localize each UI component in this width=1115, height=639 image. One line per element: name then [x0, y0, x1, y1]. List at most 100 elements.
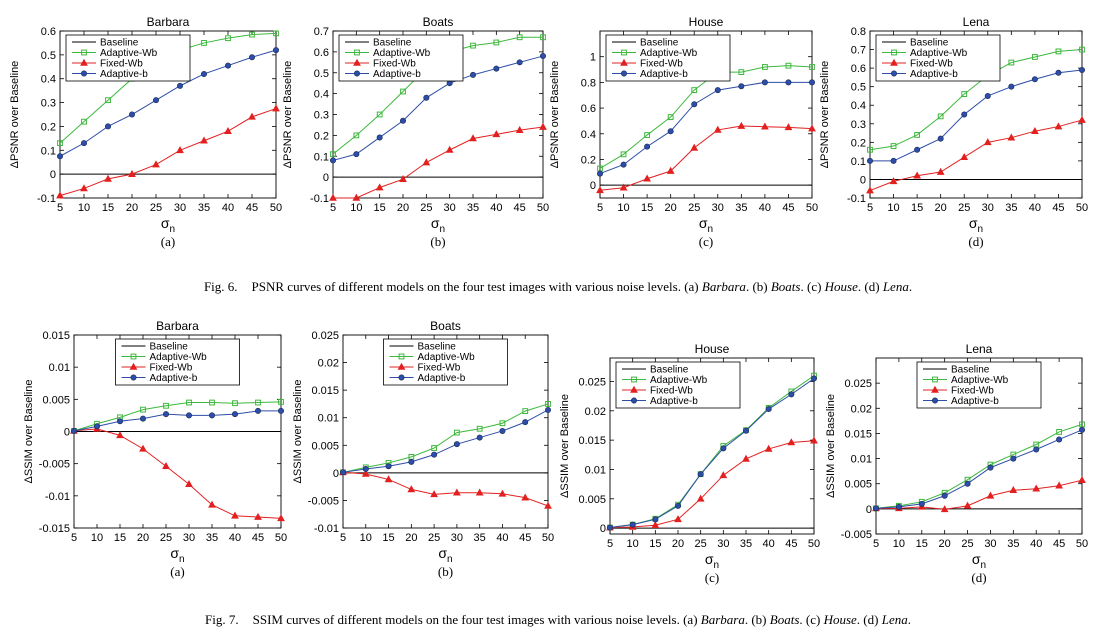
- chart-3-series-adaptive-wb-point: [691, 87, 698, 93]
- chart-2-series-adaptive-wb-point: [353, 132, 360, 139]
- chart-1-series-adaptive-wb-point: [273, 30, 279, 37]
- chart-1-series-adaptive-wb-point: [201, 40, 207, 46]
- chart-4-series-adaptive-b-point: [1079, 66, 1086, 73]
- chart-7-xtick-label: 30: [717, 538, 729, 550]
- chart-1-series-adaptive-wb-point: [105, 97, 111, 104]
- chart-4-ytick-label: 0.7: [851, 45, 866, 57]
- chart-1-series-adaptive-wb-point: [225, 35, 231, 42]
- chart-4-subcaption: (d): [968, 234, 983, 249]
- chart-2-series-adaptive-wb-point: [376, 111, 383, 118]
- chart-6-series-adaptive-b-point: [453, 441, 460, 448]
- chart-2-series-fixed-wb-point: [399, 174, 407, 183]
- chart-4-xtick-label: 20: [935, 202, 947, 214]
- chart-4-series-adaptive-b-point: [890, 157, 897, 164]
- chart-1-legend-baseline-label: Baseline: [100, 38, 139, 49]
- chart-3-ytick-label: 0.4: [581, 129, 596, 141]
- chart-1-series-fixed-wb-point: [56, 191, 64, 199]
- chart-1-legend-adaptive-wb-label: Adaptive-Wb: [100, 48, 158, 59]
- chart-8-series-adaptive-wb-point: [1079, 421, 1085, 428]
- chart-4-ytick-label: 0.4: [851, 100, 866, 112]
- chart-5-ytick-label: 0: [64, 427, 70, 439]
- chart-3-series-adaptive-wb-point: [738, 69, 745, 76]
- chart-2-ytick-label: 0.4: [314, 89, 329, 101]
- chart-2-series-adaptive-wb-point: [470, 42, 476, 49]
- chart-6-series-fixed-wb-point: [498, 489, 507, 497]
- chart-8-series-adaptive-b-point: [1010, 455, 1017, 462]
- chart-6-xtick-label: 10: [360, 532, 372, 544]
- chart-8-series-fixed-wb-point: [940, 505, 949, 513]
- chart-5-xtick-label: 10: [91, 532, 103, 544]
- chart-5: Barbara 5 10 15 20 25 30 35 40 45 50 -0.015 -0.01 -0.…: [23, 319, 287, 579]
- chart-3-series-adaptive-wb-point: [785, 62, 792, 69]
- chart-4-series-adaptive-b-point: [961, 111, 968, 118]
- chart-7-series-adaptive-b-point: [765, 406, 772, 413]
- chart-7-series-adaptive-b-point: [788, 391, 795, 398]
- chart-5-series-adaptive-wb-point: [278, 399, 284, 405]
- chart-3-legend-adaptive-b-label: Adaptive-b: [640, 69, 688, 80]
- chart-6-series-adaptive-b-point: [408, 458, 415, 465]
- chart-2-xtick-label: 25: [420, 202, 432, 214]
- chart-2-subcaption: (b): [430, 234, 445, 249]
- chart-8-title: Lena: [966, 342, 993, 356]
- chart-4-series-fixed-wb-point: [889, 177, 898, 185]
- chart-2-xtick-label: 40: [490, 202, 502, 214]
- chart-5-series-adaptive-wb-point: [209, 399, 215, 406]
- chart-1-ytick-label: 0.6: [41, 26, 56, 38]
- chart-2-series-adaptive-b-point: [353, 151, 360, 158]
- chart-5-ytick-label: -0.015: [39, 523, 70, 535]
- chart-2-series-adaptive-b-point: [493, 65, 500, 72]
- chart-7-xtick-label: 35: [740, 538, 752, 550]
- chart-5-xtick-label: 35: [206, 532, 218, 544]
- chart-1-series-fixed-wb-point: [248, 112, 256, 120]
- chart-4-series-fixed-wb-point: [1031, 126, 1039, 135]
- chart-2-xtick-label: 30: [444, 202, 456, 214]
- chart-1-xtick-label: 10: [78, 202, 90, 214]
- chart-8-xtick-label: 40: [1030, 538, 1042, 550]
- chart-1-legend-adaptive-b-label: Adaptive-b: [100, 69, 148, 80]
- chart-5-series-adaptive-wb-point: [163, 402, 169, 409]
- chart-6-series-fixed-wb-point: [544, 501, 552, 509]
- chart-2-xtick-label: 10: [350, 202, 362, 214]
- chart-6-xtick-label: 25: [428, 532, 440, 544]
- chart-2-series-fixed-wb-point: [539, 122, 547, 130]
- chart-7-series-adaptive-b-point: [720, 445, 727, 452]
- chart-3-series-adaptive-b-point: [714, 87, 721, 94]
- chart-4-xtick-label: 50: [1076, 202, 1088, 214]
- fig7-caption: Fig. 7. SSIM curves of different models o…: [205, 612, 911, 627]
- chart-6-series-adaptive-wb-point: [431, 445, 438, 451]
- chart-6-xlabel: σn: [438, 545, 452, 565]
- chart-7-series-fixed-wb-point: [696, 494, 705, 502]
- chart-2-series-adaptive-b-line: [332, 55, 544, 161]
- chart-3-xtick-label: 35: [735, 202, 747, 214]
- chart-3-series-adaptive-wb-point: [620, 151, 627, 158]
- chart-3-xlabel: σn: [699, 215, 713, 235]
- chart-6-ytick-label: 0.005: [311, 440, 339, 452]
- chart-6-legend-baseline-label: Baseline: [418, 342, 457, 353]
- chart-4-series-fixed-wb-point: [936, 167, 945, 175]
- chart-3-series-fixed-wb-point: [643, 174, 651, 182]
- chart-1-legend-adaptive-b-marker: [81, 70, 88, 77]
- chart-3-legend-baseline-label: Baseline: [640, 38, 679, 49]
- chart-7-xtick-label: 15: [649, 538, 661, 550]
- chart-6-subcaption: (b): [438, 564, 453, 579]
- chart-4-series-adaptive-wb-point: [1031, 54, 1038, 60]
- chart-2-series-fixed-wb-point: [375, 183, 384, 191]
- chart-7-series-adaptive-b-point: [606, 524, 613, 531]
- chart-6-xtick-label: 45: [519, 532, 531, 544]
- chart-7-series-adaptive-b-point: [674, 502, 681, 509]
- chart-2-series-fixed-wb-line: [333, 126, 544, 199]
- chart-2-series-adaptive-b-point: [376, 134, 383, 141]
- chart-1-series-adaptive-b-point: [153, 97, 160, 104]
- chart-5-xtick-label: 15: [114, 532, 126, 544]
- chart-3-xtick-label: 40: [759, 202, 771, 214]
- chart-4-title: Lena: [963, 15, 990, 29]
- chart-8-xtick-label: 15: [916, 538, 928, 550]
- chart-5-ytick-label: 0.01: [49, 362, 70, 374]
- chart-8-series-adaptive-b-point: [895, 503, 902, 510]
- chart-4-series-fixed-wb-point: [1054, 122, 1063, 130]
- chart-5-legend-fixed-wb-marker: [129, 362, 138, 370]
- chart-7-ylabel: ΔSSIM over Baseline: [559, 394, 571, 498]
- chart-3-series-fixed-wb-point: [808, 124, 816, 132]
- chart-3-legend-adaptive-b-marker: [620, 70, 627, 77]
- chart-2-series-fixed-wb-point: [515, 125, 524, 133]
